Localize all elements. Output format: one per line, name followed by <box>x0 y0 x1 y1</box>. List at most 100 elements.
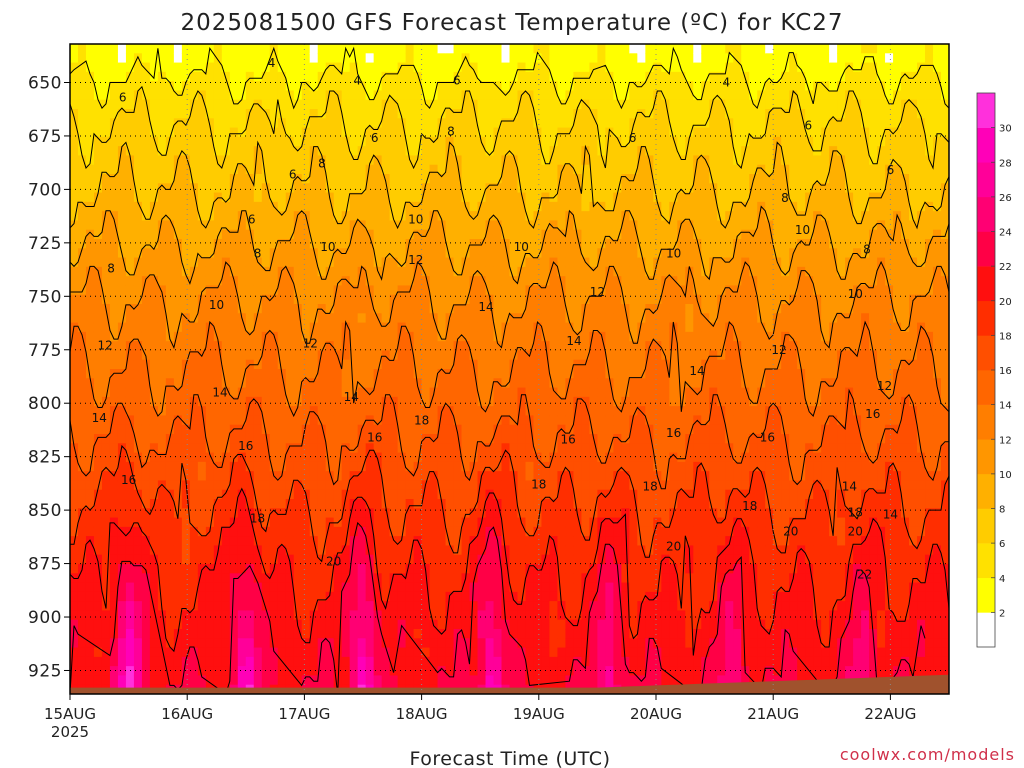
heatmap-cell <box>469 266 479 277</box>
heatmap-cell <box>301 331 311 342</box>
heatmap-cell <box>213 62 223 73</box>
heatmap-cell <box>85 396 95 407</box>
heatmap-cell <box>301 601 311 612</box>
heatmap-cell <box>349 109 359 119</box>
heatmap-cell <box>397 313 407 324</box>
heatmap-cell <box>525 406 535 417</box>
heatmap-cell <box>389 229 399 240</box>
heatmap-cell <box>85 489 95 500</box>
heatmap-cell <box>341 415 351 426</box>
heatmap-cell <box>565 629 575 639</box>
heatmap-cell <box>429 536 439 547</box>
heatmap-cell <box>485 452 495 463</box>
heatmap-cell <box>613 44 622 54</box>
heatmap-cell <box>301 424 311 435</box>
heatmap-cell <box>165 359 175 370</box>
heatmap-cell <box>389 109 399 119</box>
heatmap-cell <box>125 591 135 602</box>
heatmap-cell <box>549 266 559 277</box>
heatmap-cell <box>101 127 111 138</box>
heatmap-cell <box>357 461 367 472</box>
heatmap-cell <box>189 526 199 537</box>
heatmap-cell <box>413 480 423 491</box>
heatmap-cell <box>605 127 614 138</box>
heatmap-cell <box>349 629 359 639</box>
heatmap-cell <box>365 341 375 352</box>
heatmap-cell <box>141 44 151 54</box>
heatmap-cell <box>149 619 159 630</box>
heatmap-cell <box>245 285 255 296</box>
heatmap-cell <box>541 415 551 426</box>
heatmap-cell <box>397 489 407 500</box>
heatmap-cell <box>85 406 95 417</box>
heatmap-cell <box>221 434 231 444</box>
heatmap-cell <box>469 192 479 203</box>
heatmap-cell <box>493 369 503 379</box>
heatmap-cell <box>397 322 407 333</box>
heatmap-cell <box>333 610 343 621</box>
heatmap-cell <box>629 99 638 110</box>
heatmap-cell <box>445 81 455 92</box>
heatmap-cell <box>309 229 319 240</box>
heatmap-cell <box>237 266 247 277</box>
heatmap-cell <box>373 666 383 677</box>
heatmap-cell <box>485 211 495 222</box>
heatmap-cell <box>157 164 167 175</box>
heatmap-cell <box>501 304 511 314</box>
heatmap-cell <box>437 638 447 649</box>
heatmap-cell <box>277 480 287 491</box>
heatmap-cell <box>541 480 551 491</box>
heatmap-cell <box>501 322 511 333</box>
heatmap-cell <box>101 257 111 268</box>
heatmap-cell <box>109 387 119 398</box>
heatmap-cell <box>285 545 295 556</box>
heatmap-cell <box>109 452 119 463</box>
heatmap-cell <box>549 164 559 175</box>
heatmap-cell <box>549 155 559 166</box>
heatmap-cell <box>357 44 367 54</box>
heatmap-cell <box>149 424 159 435</box>
heatmap-cell <box>213 127 223 138</box>
heatmap-cell <box>469 369 479 379</box>
heatmap-cell <box>365 461 375 472</box>
heatmap-cell <box>341 155 351 166</box>
heatmap-cell <box>213 136 223 147</box>
heatmap-cell <box>589 480 598 491</box>
heatmap-cell <box>469 62 479 73</box>
heatmap-cell <box>381 276 391 287</box>
heatmap-cell <box>141 266 151 277</box>
heatmap-cell <box>381 62 391 73</box>
heatmap-cell <box>629 675 638 686</box>
heatmap-cell <box>253 656 263 667</box>
heatmap-cell <box>629 601 638 612</box>
heatmap-cell <box>277 183 287 194</box>
heatmap-cell <box>485 480 495 491</box>
heatmap-cell <box>277 396 287 407</box>
heatmap-cell <box>341 276 351 287</box>
heatmap-cell <box>565 146 575 157</box>
heatmap-cell <box>605 248 614 259</box>
heatmap-cell <box>605 109 614 119</box>
heatmap-cell <box>565 424 575 435</box>
heatmap-cell <box>205 183 215 194</box>
heatmap-cell <box>133 62 143 73</box>
heatmap-cell <box>70 192 79 203</box>
heatmap-cell <box>493 294 503 305</box>
heatmap-cell <box>133 248 143 259</box>
heatmap-cell <box>349 322 359 333</box>
heatmap-cell <box>517 619 527 630</box>
heatmap-cell <box>605 480 614 491</box>
heatmap-cell <box>573 118 583 129</box>
heatmap-cell <box>317 647 327 658</box>
heatmap-cell <box>477 99 487 110</box>
heatmap-cell <box>509 545 519 556</box>
heatmap-cell <box>165 239 175 249</box>
heatmap-cell <box>365 285 375 296</box>
heatmap-cell <box>517 638 527 649</box>
heatmap-cell <box>621 62 630 73</box>
heatmap-cell <box>357 619 367 630</box>
heatmap-cell <box>429 610 439 621</box>
heatmap-cell <box>525 220 535 231</box>
heatmap-cell <box>213 378 223 389</box>
heatmap-cell <box>165 109 175 119</box>
